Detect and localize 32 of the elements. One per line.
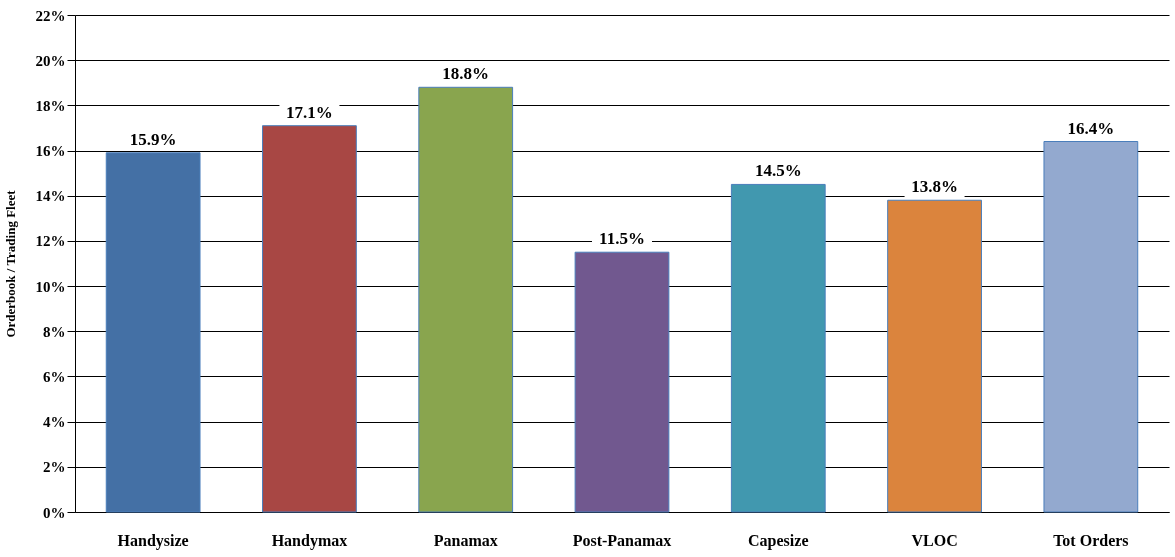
x-tick-label: VLOC (911, 531, 958, 549)
data-label: 16.4% (1067, 118, 1115, 138)
y-tick-label: 18% (35, 97, 66, 114)
y-tick-label: 20% (35, 52, 66, 69)
y-tick-label: 10% (35, 278, 66, 295)
y-tick-label: 12% (35, 233, 66, 250)
y-tick-label: 22% (35, 7, 66, 24)
x-tick-label: Tot Orders (1053, 531, 1129, 549)
y-tick-label: 14% (35, 188, 66, 205)
bar (574, 251, 670, 513)
y-tick-label: 2% (43, 459, 66, 476)
y-tick-label: 16% (35, 143, 66, 160)
y-tick-label: 8% (43, 323, 66, 340)
y-axis-title: Orderbook / Trading Fleet (2, 189, 18, 338)
bar (1043, 141, 1139, 513)
x-tick-label: Panamax (433, 531, 498, 549)
data-label: 15.9% (129, 129, 177, 149)
bar (105, 152, 201, 513)
data-label: 17.1% (286, 102, 333, 122)
bar (887, 199, 982, 513)
data-label: 14.5% (754, 161, 802, 181)
data-label: 18.8% (442, 64, 490, 84)
y-tick-label: 0% (43, 504, 66, 521)
data-label: 13.8% (911, 177, 958, 197)
data-label: 11.5% (599, 229, 645, 249)
y-tick-label: 6% (43, 368, 66, 385)
y-tick-label: 4% (43, 414, 66, 431)
x-tick-label: Post-Panamax (572, 531, 672, 549)
bar (262, 125, 357, 513)
x-tick-label: Capesize (748, 531, 809, 550)
x-tick-label: Handymax (271, 531, 348, 550)
x-tick-label: Handysize (117, 531, 189, 550)
